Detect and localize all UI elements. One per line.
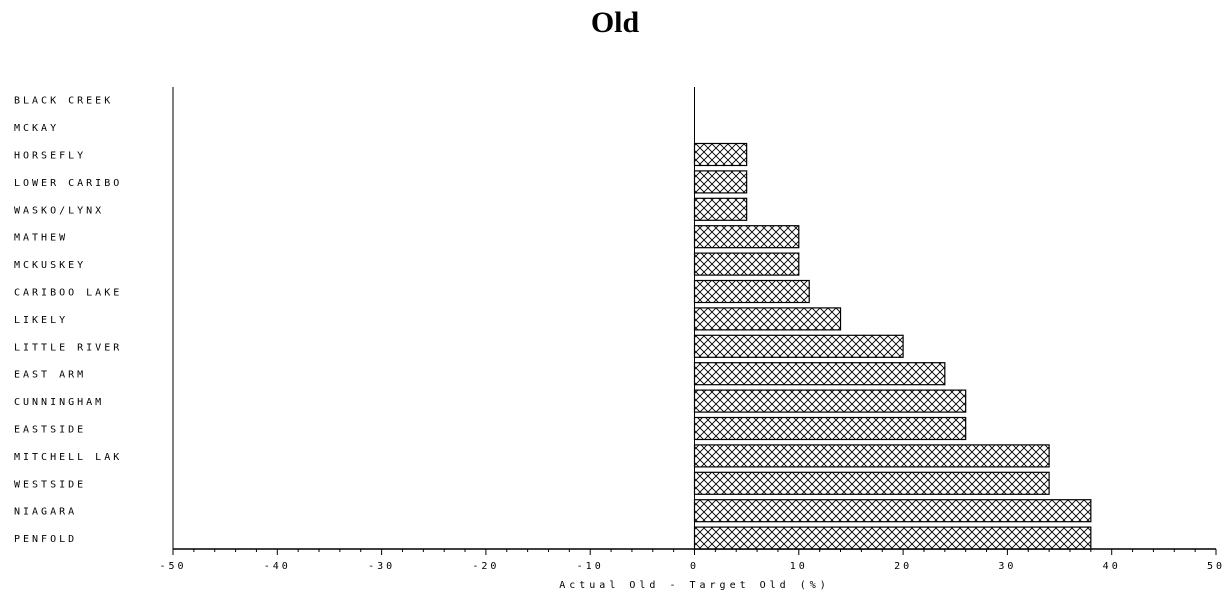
category-label: NIAGARA [14, 507, 77, 518]
category-label: EASTSIDE [14, 425, 86, 436]
bar [693, 307, 842, 331]
bar [693, 225, 800, 249]
x-tick-label: -40 [264, 561, 291, 572]
x-tick-label: 20 [894, 561, 912, 572]
bar [693, 389, 967, 413]
labels-layer: -50 -40 -30 -20 -10 0 10 20 30 40 50 BLACK CREEK MCK… [14, 96, 1225, 572]
bar [693, 334, 904, 358]
category-label: LIKELY [14, 315, 68, 326]
category-label: LOWER CARIBO [14, 178, 122, 189]
x-axis-label: Actual Old - Target Old (%) [559, 580, 830, 591]
bar [693, 142, 748, 167]
x-tick-label: -10 [577, 561, 604, 572]
bar [693, 362, 946, 386]
x-tick-label: -50 [159, 561, 186, 572]
x-tick-label: 40 [1103, 561, 1121, 572]
category-label: MATHEW [14, 233, 68, 244]
x-tick-label: 50 [1207, 561, 1225, 572]
chart-title: Old [590, 6, 640, 39]
bar [693, 170, 748, 194]
category-label: WASKO/LYNX [14, 205, 104, 216]
bar [693, 444, 1050, 468]
category-label: EAST ARM [14, 370, 86, 381]
x-tick-label: -20 [472, 561, 499, 572]
category-label: MITCHELL LAK [14, 452, 122, 463]
category-label: HORSEFLY [14, 151, 86, 162]
x-tick-label: 30 [998, 561, 1016, 572]
bar [693, 416, 967, 441]
category-label: MCKAY [14, 123, 59, 134]
category-label: CARIBOO LAKE [14, 288, 122, 299]
bar [693, 252, 800, 276]
category-label: BLACK CREEK [14, 96, 113, 107]
bars-layer [693, 142, 1092, 550]
bar [693, 499, 1092, 523]
x-tick-label: 0 [690, 561, 699, 572]
category-label: CUNNINGHAM [14, 397, 104, 408]
axes-layer [172, 87, 1217, 555]
x-tick-label: 10 [790, 561, 808, 572]
x-tick-label: -30 [368, 561, 395, 572]
category-label: LITTLE RIVER [14, 342, 122, 353]
bar [693, 526, 1092, 550]
category-label: WESTSIDE [14, 479, 86, 490]
bar [693, 471, 1050, 495]
bar [693, 197, 748, 221]
category-label: MCKUSKEY [14, 260, 86, 271]
bar [693, 279, 810, 304]
category-label: PENFOLD [14, 534, 77, 545]
